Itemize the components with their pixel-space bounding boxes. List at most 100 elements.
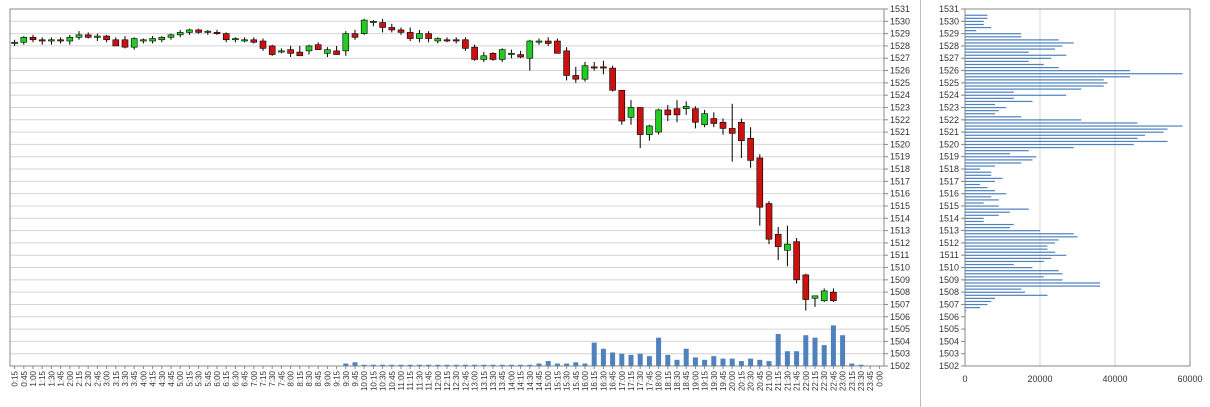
candle-up xyxy=(646,125,653,135)
y-tick-label: 1521 xyxy=(890,127,910,137)
x-tick-label: 16:45 xyxy=(609,370,618,391)
candle-up xyxy=(278,50,285,53)
volume-bar xyxy=(370,364,376,366)
x-tick-label: 1:00 xyxy=(29,370,38,386)
profile-bar xyxy=(965,242,1055,244)
y-tick-label: 1511 xyxy=(890,250,909,260)
profile-bar xyxy=(965,267,1033,269)
x-tick-label: 9:45 xyxy=(351,370,360,386)
candle-down xyxy=(103,35,110,41)
profile-bar xyxy=(965,88,1082,90)
candle-down xyxy=(471,46,478,60)
candle-down xyxy=(830,291,837,302)
profile-bar xyxy=(965,48,1055,50)
candle-up xyxy=(167,34,175,38)
x-tick-label: 5:15 xyxy=(185,370,194,386)
candle-down xyxy=(452,39,460,42)
volume-bar xyxy=(435,364,441,366)
volume-bar xyxy=(858,364,864,366)
profile-bar xyxy=(965,174,992,176)
candle-up xyxy=(498,49,506,60)
candle-up xyxy=(655,109,662,133)
profile-bar xyxy=(965,122,1138,124)
x-tick-label: 17:30 xyxy=(636,370,645,391)
candle-down xyxy=(112,39,120,47)
candle-down xyxy=(747,137,754,161)
x-tick-label: 1:45 xyxy=(57,370,66,386)
y-tick-label: 1510 xyxy=(890,263,910,273)
profile-bar xyxy=(965,79,1104,81)
profile-bar xyxy=(965,245,1048,247)
profile-bar xyxy=(965,230,1040,232)
x-tick-label: 10:00 xyxy=(360,370,369,391)
x-tick-label: 23:45 xyxy=(866,370,875,391)
candle-up xyxy=(232,38,239,41)
y-tick-label: 1508 xyxy=(939,287,959,297)
x-tick-label: 11:30 xyxy=(415,370,424,390)
y-tick-label: 1512 xyxy=(939,238,959,248)
y-tick-label: 1503 xyxy=(890,349,910,359)
x-tick-label: 2:15 xyxy=(75,370,84,386)
profile-bar xyxy=(965,254,1067,256)
volume-bar xyxy=(692,357,698,366)
volume-bar xyxy=(389,364,395,366)
profile-bar xyxy=(965,220,984,223)
candle-up xyxy=(204,30,212,33)
x-tick-label: 4:30 xyxy=(158,370,167,386)
y-tick-label: 1515 xyxy=(890,201,910,211)
x-tick-label: 14:15 xyxy=(517,370,526,391)
volume-bar xyxy=(527,364,533,366)
profile-bar xyxy=(965,137,1138,139)
profile-bar xyxy=(965,17,988,19)
candle-down xyxy=(673,108,681,116)
profile-bar xyxy=(965,131,1164,133)
profile-bar xyxy=(965,251,1055,253)
x-tick-label: 18:15 xyxy=(664,370,673,391)
y-tick-label: 1525 xyxy=(890,78,910,88)
profile-bar xyxy=(965,51,1029,53)
candle-up xyxy=(535,40,543,43)
profile-bar xyxy=(965,165,995,167)
profile-bar xyxy=(965,153,1010,155)
candle-down xyxy=(287,49,294,54)
volume-bar xyxy=(453,364,459,366)
profile-bar xyxy=(965,288,1022,290)
x-tick-label: 0 xyxy=(962,374,967,384)
volume-bar xyxy=(343,363,349,366)
profile-bar xyxy=(965,97,1014,99)
candle-down xyxy=(213,32,221,34)
candle-up xyxy=(158,37,166,41)
y-tick-label: 1528 xyxy=(890,41,910,51)
x-tick-label: 40000 xyxy=(1102,374,1127,384)
y-tick-label: 1512 xyxy=(890,238,910,248)
y-tick-label: 1509 xyxy=(890,275,910,285)
candle-up xyxy=(627,107,635,118)
candle-up xyxy=(130,38,138,48)
volume-bar xyxy=(729,358,735,366)
candle-down xyxy=(351,33,359,38)
candle-up xyxy=(94,35,101,38)
profile-bar xyxy=(965,119,1082,121)
candle-down xyxy=(314,44,322,50)
x-tick-label: 11:00 xyxy=(397,370,406,390)
candle-up xyxy=(508,53,515,55)
volume-bar xyxy=(656,337,662,366)
candle-up xyxy=(11,41,18,44)
y-tick-label: 1506 xyxy=(890,312,910,322)
profile-bar xyxy=(965,63,1044,66)
x-tick-label: 22:45 xyxy=(829,370,838,391)
candle-down xyxy=(719,121,727,129)
x-tick-label: 10:15 xyxy=(369,370,378,391)
candle-down xyxy=(664,109,672,116)
y-tick-label: 1506 xyxy=(939,312,959,322)
y-tick-label: 1529 xyxy=(890,29,910,39)
profile-bar xyxy=(965,307,980,309)
profile-bar xyxy=(965,236,1078,238)
candle-down xyxy=(425,33,432,39)
volume-bar xyxy=(536,363,542,366)
volume-bar xyxy=(619,353,625,366)
profile-bar xyxy=(965,140,1168,143)
x-tick-label: 7:45 xyxy=(277,370,286,386)
candle-down xyxy=(250,39,258,43)
profile-bar xyxy=(965,76,1130,78)
